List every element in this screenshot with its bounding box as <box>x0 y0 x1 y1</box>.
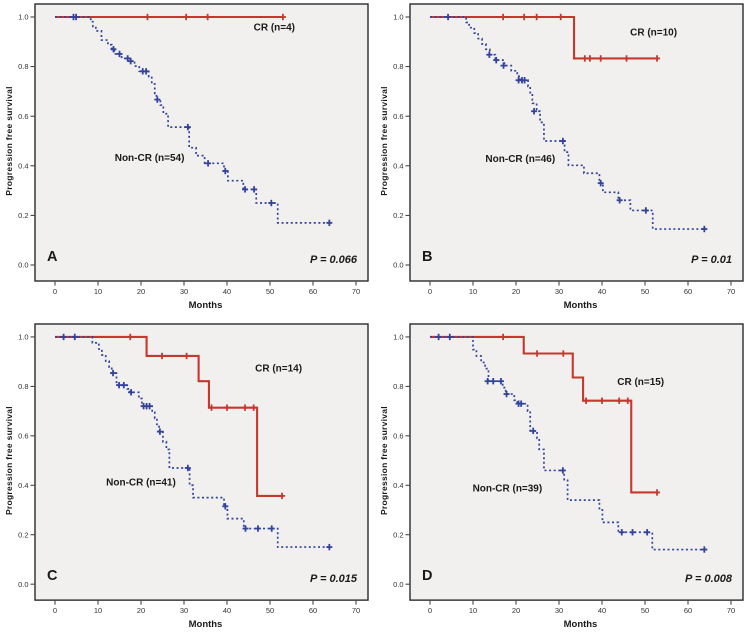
y-axis-label: Progression free survival <box>379 406 389 515</box>
panel-c: 0 10 20 30 40 50 60 70 0.0 0.2 0.4 0.6 0.8 1.0 Months P… <box>0 320 375 639</box>
km-plot-d: 0 10 20 30 40 50 60 70 0.0 0.2 0.4 0.6 0.8 1.0 Months P… <box>379 323 744 630</box>
x-tick-label: 20 <box>512 287 520 296</box>
x-axis-label: Months <box>189 619 223 630</box>
x-tick-label: 10 <box>469 606 477 615</box>
x-tick-label: 30 <box>555 606 563 615</box>
y-tick-label: 0.4 <box>18 481 28 490</box>
x-tick-label: 70 <box>352 606 360 615</box>
y-axis-label: Progression free survival <box>4 86 14 196</box>
y-tick-label: 0.2 <box>18 530 28 539</box>
x-axis-label: Months <box>189 300 223 311</box>
non-cr-curve <box>55 336 331 548</box>
cr-curve <box>55 335 283 497</box>
y-tick-label: 0.8 <box>393 62 403 71</box>
panel-letter: C <box>47 568 58 584</box>
plot-area <box>34 323 369 601</box>
non-cr-label: Non-CR (n=39) <box>473 483 543 494</box>
p-value: P = 0.066 <box>310 254 358 266</box>
x-tick-label: 10 <box>94 606 102 615</box>
panel-d: 0 10 20 30 40 50 60 70 0.0 0.2 0.4 0.6 0.8 1.0 Months P… <box>375 320 750 639</box>
x-tick-label: 40 <box>598 287 606 296</box>
x-tick-label: 40 <box>223 287 231 296</box>
y-tick-label: 1.0 <box>18 13 28 22</box>
x-tick-label: 30 <box>555 287 563 296</box>
plot-area <box>409 3 744 282</box>
p-value: P = 0.015 <box>310 573 358 585</box>
y-tick-label: 0.6 <box>393 431 403 440</box>
km-plot-b: 0 10 20 30 40 50 60 70 0.0 0.2 0.4 0.6 0.8 1.0 Months P… <box>379 3 744 311</box>
panel-letter: A <box>47 249 58 265</box>
y-tick-label: 0.8 <box>393 382 403 391</box>
x-tick-label: 50 <box>641 606 649 615</box>
y-tick-label: 0.8 <box>18 62 28 71</box>
y-tick-label: 0.2 <box>18 211 28 220</box>
y-tick-label: 0.0 <box>18 580 28 589</box>
x-tick-label: 20 <box>512 606 520 615</box>
x-tick-label: 50 <box>266 287 274 296</box>
y-tick-label: 0.4 <box>393 161 403 170</box>
x-axis-label: Months <box>564 619 598 630</box>
x-tick-label: 10 <box>94 287 102 296</box>
x-tick-label: 40 <box>223 606 231 615</box>
x-tick-label: 20 <box>137 287 145 296</box>
x-tick-label: 40 <box>598 606 606 615</box>
x-tick-label: 70 <box>727 606 735 615</box>
panel-letter: B <box>422 249 432 265</box>
y-tick-label: 0.2 <box>393 530 403 539</box>
non-cr-curve <box>430 336 706 551</box>
y-tick-label: 0.0 <box>18 261 28 270</box>
x-tick-label: 60 <box>684 606 692 615</box>
x-tick-label: 70 <box>727 287 735 296</box>
y-tick-label: 0.2 <box>393 211 403 220</box>
cr-label: CR (n=10) <box>630 28 677 39</box>
x-tick-label: 60 <box>309 606 317 615</box>
y-tick-label: 0.0 <box>393 580 403 589</box>
plot-area <box>409 323 744 601</box>
y-tick-label: 0.4 <box>393 481 403 490</box>
x-tick-label: 10 <box>469 287 477 296</box>
panel-b: 0 10 20 30 40 50 60 70 0.0 0.2 0.4 0.6 0.8 1.0 Months P… <box>375 0 750 320</box>
km-plot-a: 0 10 20 30 40 50 60 70 0.0 0.2 0.4 0.6 0.8 1.0 Months P… <box>4 3 369 311</box>
y-tick-label: 0.0 <box>393 261 403 270</box>
x-tick-label: 20 <box>137 606 145 615</box>
cr-label: CR (n=4) <box>254 23 295 34</box>
cr-curve <box>430 335 658 494</box>
x-tick-label: 70 <box>352 287 360 296</box>
non-cr-label: Non-CR (n=54) <box>115 153 185 164</box>
p-value: P = 0.008 <box>685 573 733 585</box>
non-cr-label: Non-CR (n=46) <box>485 154 555 165</box>
y-tick-label: 0.4 <box>18 161 28 170</box>
p-value: P = 0.01 <box>691 254 732 266</box>
panel-letter: D <box>422 568 432 584</box>
x-tick-label: 0 <box>53 606 57 615</box>
x-tick-label: 0 <box>53 287 57 296</box>
plot-area <box>34 3 369 282</box>
y-axis-label: Progression free survival <box>4 406 14 515</box>
x-tick-label: 30 <box>180 606 188 615</box>
x-tick-label: 50 <box>641 287 649 296</box>
panel-a: 0 10 20 30 40 50 60 70 0.0 0.2 0.4 0.6 0.8 1.0 Months P… <box>0 0 375 320</box>
y-tick-label: 0.6 <box>18 431 28 440</box>
x-tick-label: 60 <box>309 287 317 296</box>
km-plot-c: 0 10 20 30 40 50 60 70 0.0 0.2 0.4 0.6 0.8 1.0 Months P… <box>4 323 369 630</box>
y-tick-label: 0.6 <box>393 112 403 121</box>
y-axis-label: Progression free survival <box>379 86 389 196</box>
y-tick-label: 1.0 <box>18 333 28 342</box>
x-tick-label: 0 <box>428 287 432 296</box>
non-cr-label: Non-CR (n=41) <box>106 477 176 488</box>
x-axis-label: Months <box>564 300 598 311</box>
x-tick-label: 60 <box>684 287 692 296</box>
x-tick-label: 50 <box>266 606 274 615</box>
y-tick-label: 0.8 <box>18 382 28 391</box>
x-tick-label: 30 <box>180 287 188 296</box>
cr-label: CR (n=15) <box>617 377 664 388</box>
y-tick-label: 0.6 <box>18 112 28 121</box>
y-tick-label: 1.0 <box>393 333 403 342</box>
x-tick-label: 0 <box>428 606 432 615</box>
y-tick-label: 1.0 <box>393 13 403 22</box>
cr-label: CR (n=14) <box>255 364 302 375</box>
